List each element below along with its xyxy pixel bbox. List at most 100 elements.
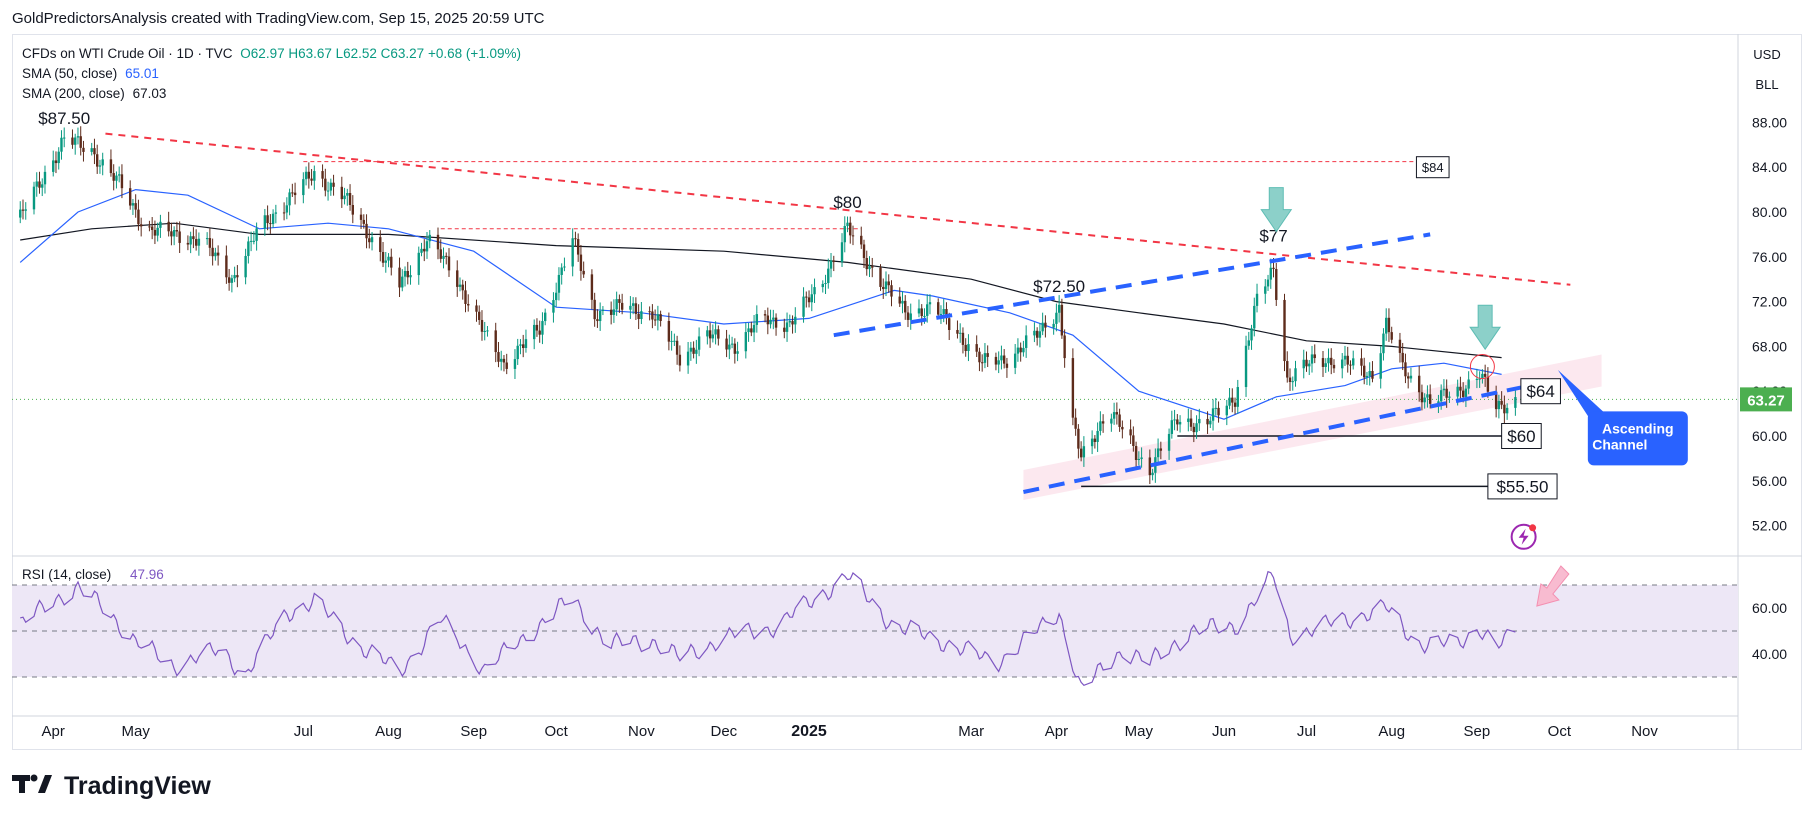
candle-body	[1308, 363, 1311, 367]
candle-body	[1173, 419, 1176, 421]
rsi-tick-label: 40.00	[1752, 646, 1787, 662]
candle-body	[554, 292, 558, 301]
candle-body	[1005, 363, 1009, 368]
candle-body	[156, 227, 159, 236]
time-tick-label: Oct	[545, 723, 569, 740]
candle-body	[236, 275, 239, 278]
candle-body	[1090, 438, 1094, 447]
candle-body	[1110, 418, 1113, 424]
candle-body	[214, 252, 217, 257]
symbol-row[interactable]: CFDs on WTI Crude Oil · 1D · TVC O62.97 …	[22, 44, 521, 64]
rsi-value: 47.96	[130, 567, 164, 582]
candle-body	[862, 244, 866, 259]
candle-body	[167, 221, 170, 232]
candle-body	[1302, 359, 1305, 369]
candle-body	[675, 340, 679, 355]
candle-body	[57, 151, 60, 164]
candle-body	[656, 314, 660, 321]
candle-body	[1382, 333, 1385, 354]
candle-body	[576, 239, 580, 255]
callout-pointer	[1557, 369, 1608, 416]
candle-body	[1505, 407, 1509, 414]
candle-body	[791, 321, 794, 325]
time-tick-label: Oct	[1548, 723, 1572, 740]
candle-body	[1115, 412, 1119, 415]
candle-body	[967, 344, 970, 351]
candle-body	[1093, 438, 1097, 442]
time-tick-label: Nov	[628, 723, 655, 740]
candle-body	[1071, 358, 1075, 418]
sma50-label: SMA (50, close)	[22, 66, 118, 81]
candle-body	[651, 311, 654, 320]
sma200-row[interactable]: SMA (200, close) 67.03	[22, 84, 521, 104]
candle-body	[19, 209, 22, 218]
candle-body	[351, 205, 355, 215]
candle-body	[522, 344, 525, 348]
time-tick-label: May	[122, 723, 151, 740]
candle-body	[1423, 397, 1426, 403]
candle-body	[480, 319, 484, 332]
candle-body	[359, 214, 363, 220]
candle-body	[139, 224, 143, 227]
candle-body	[1360, 358, 1363, 366]
candle-body	[1464, 388, 1468, 397]
candle-body	[340, 186, 344, 200]
candle-body	[788, 321, 791, 323]
candle-body	[1390, 332, 1393, 340]
channel-line	[1023, 378, 1558, 494]
time-tick-label: Aug	[1378, 723, 1405, 740]
candle-body	[186, 242, 190, 245]
candle-body	[178, 231, 181, 243]
candle-body	[752, 324, 756, 333]
candle-body	[1426, 394, 1429, 398]
candle-body	[1057, 304, 1061, 313]
currency-selector[interactable]: USD BLL	[1740, 40, 1794, 104]
candle-body	[1437, 401, 1440, 404]
candle-body	[563, 266, 566, 268]
tv-logo-icon	[12, 770, 56, 802]
candle-body	[1187, 418, 1190, 422]
candle-body	[948, 318, 951, 330]
candle-body	[747, 328, 750, 333]
candle-body	[1033, 330, 1036, 336]
time-tick-label: Mar	[958, 723, 984, 740]
candle-body	[1038, 331, 1042, 338]
candle-body	[840, 242, 844, 263]
candle-body	[620, 302, 624, 310]
candle-body	[1233, 402, 1237, 407]
candle-body	[717, 329, 720, 339]
currency-unit[interactable]: BLL	[1755, 77, 1779, 92]
candle-body	[307, 171, 311, 179]
candle-body	[96, 154, 99, 167]
candle-body	[590, 274, 594, 300]
candle-body	[321, 171, 324, 179]
candle-body	[384, 260, 387, 263]
candle-body	[1055, 312, 1058, 324]
candle-body	[879, 267, 882, 287]
sma50-row[interactable]: SMA (50, close) 65.01	[22, 64, 521, 84]
candle-body	[1225, 405, 1228, 416]
candle-body	[524, 339, 528, 348]
candle-body	[1132, 435, 1135, 446]
candle-body	[398, 267, 401, 288]
candle-body	[1002, 355, 1006, 364]
candle-body	[1129, 429, 1132, 436]
candle-body	[288, 192, 291, 206]
candle-body	[697, 336, 701, 350]
tradingview-logo[interactable]: TradingView	[12, 770, 211, 802]
candle-body	[247, 241, 250, 256]
candle-body	[464, 290, 467, 304]
candle-body	[1406, 376, 1410, 379]
sma50-line	[19, 188, 1502, 420]
callout-label: Channel	[1592, 436, 1647, 452]
currency-usd[interactable]: USD	[1753, 47, 1781, 62]
candle-body	[1467, 379, 1470, 389]
candle-body	[112, 173, 115, 181]
candle-body	[1159, 448, 1163, 451]
candle-body	[1288, 377, 1292, 382]
candle-body	[1294, 368, 1297, 382]
candle-body	[409, 275, 412, 278]
candle-body	[1363, 365, 1366, 378]
candle-body	[813, 287, 816, 295]
